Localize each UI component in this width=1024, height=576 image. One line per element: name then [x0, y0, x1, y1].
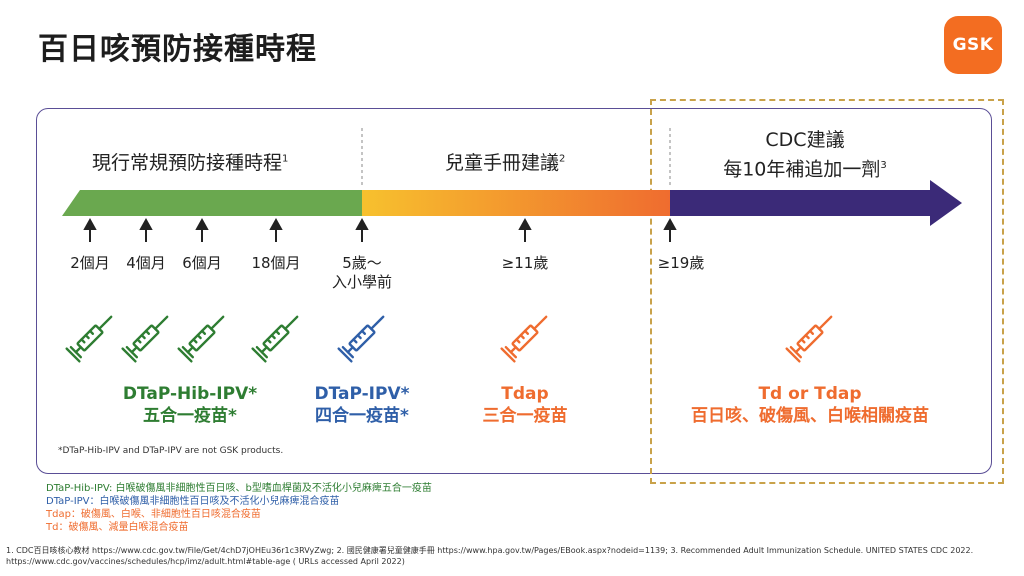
up-arrow-icon	[139, 217, 153, 242]
reference-line-2: https://www.cdc.gov/vaccines/schedules/h…	[6, 557, 405, 566]
syringe-icon	[177, 315, 225, 363]
syringe-icon	[65, 315, 113, 363]
up-arrow-icon	[83, 217, 97, 242]
cdc-highlight-box	[650, 99, 1004, 484]
reference-line-1: 1. CDC百日咳核心教材 https://www.cdc.gov.tw/Fil…	[6, 546, 974, 555]
up-arrow-icon	[663, 217, 677, 242]
syringe-icon	[337, 315, 385, 363]
phase-handbook-ref: 2	[559, 153, 566, 165]
age-label-19y: ≥19歲	[657, 254, 705, 272]
vaccine-pentavalent-code: DTaP-Hib-IPV*	[122, 384, 258, 404]
phase-cdc-line1: CDC建議	[765, 129, 845, 151]
legend-tdap: Tdap：破傷風、白喉、非細胞性百日咳混合疫苗	[46, 509, 261, 520]
vaccine-tdap: Tdap 三合一疫苗	[465, 383, 585, 427]
age-label-11y: ≥11歲	[501, 254, 549, 272]
vaccine-pentavalent-name: 五合一疫苗*	[143, 406, 237, 426]
up-arrow-icon	[195, 217, 209, 242]
vaccine-tetravalent-code: DTaP-IPV*	[314, 384, 410, 404]
abbreviation-legend: DTaP-Hib-IPV: 白喉破傷風非細胞性百日咳、b型嗜血桿菌及不活化小兒麻…	[46, 482, 432, 534]
up-arrow-icon	[518, 217, 532, 242]
syringe-icon	[121, 315, 169, 363]
syringe-icon	[785, 315, 833, 363]
age-label-5y-line1: 5歲～	[342, 254, 382, 272]
phase-routine-ref: 1	[282, 153, 289, 165]
phase-label-routine: 現行常規預防接種時程1	[92, 148, 288, 175]
legend-pentavalent: DTaP-Hib-IPV: 白喉破傷風非細胞性百日咳、b型嗜血桿菌及不活化小兒麻…	[46, 483, 432, 494]
vaccine-adult-code: Td or Tdap	[758, 384, 862, 404]
disclaimer-note: *DTaP-Hib-IPV and DTaP-IPV are not GSK p…	[58, 446, 284, 456]
vaccine-adult: Td or Tdap 百日咳、破傷風、白喉相關疫苗	[660, 383, 960, 427]
phase-cdc-ref: 3	[880, 160, 887, 171]
age-label-2m: 2個月	[70, 254, 110, 272]
phase-routine-text: 現行常規預防接種時程	[92, 152, 283, 174]
legend-tetravalent: DTaP-IPV：白喉破傷風非細胞性百日咳及不活化小兒麻痺混合疫苗	[46, 496, 340, 507]
phase-label-handbook: 兒童手冊建議2	[445, 148, 565, 175]
references: 1. CDC百日咳核心教材 https://www.cdc.gov.tw/Fil…	[6, 545, 1016, 567]
timeline-handbook-segment	[362, 190, 670, 216]
phase-label-cdc: CDC建議 每10年補追加一劑3	[690, 128, 920, 182]
vaccine-tdap-code: Tdap	[501, 384, 549, 404]
age-label-5y-line2: 入小學前	[331, 273, 392, 291]
page-title: 百日咳預防接種時程	[38, 32, 317, 67]
age-label-5y: 5歲～ 入小學前	[322, 254, 402, 292]
up-arrow-icon	[269, 217, 283, 242]
vaccine-pentavalent: DTaP-Hib-IPV* 五合一疫苗*	[110, 383, 270, 427]
gsk-logo: GSK	[944, 16, 1002, 74]
legend-td: Td：破傷風、減量白喉混合疫苗	[46, 522, 189, 533]
vaccine-tetravalent-name: 四合一疫苗*	[315, 406, 409, 426]
vaccine-tdap-name: 三合一疫苗	[482, 406, 568, 426]
age-label-6m: 6個月	[182, 254, 222, 272]
age-label-4m: 4個月	[126, 254, 166, 272]
vaccine-tetravalent: DTaP-IPV* 四合一疫苗*	[292, 383, 432, 427]
syringe-icon	[500, 315, 548, 363]
syringe-icon	[251, 315, 299, 363]
schedule-panel	[36, 108, 992, 474]
phase-cdc-line2: 每10年補追加一劑	[723, 158, 881, 181]
timeline-routine-segment	[62, 190, 362, 216]
age-label-18m: 18個月	[251, 254, 301, 272]
phase-handbook-text: 兒童手冊建議	[445, 152, 560, 174]
up-arrow-icon	[355, 217, 369, 242]
timeline-cdc-segment	[670, 180, 962, 226]
vaccine-adult-name: 百日咳、破傷風、白喉相關疫苗	[691, 406, 929, 426]
